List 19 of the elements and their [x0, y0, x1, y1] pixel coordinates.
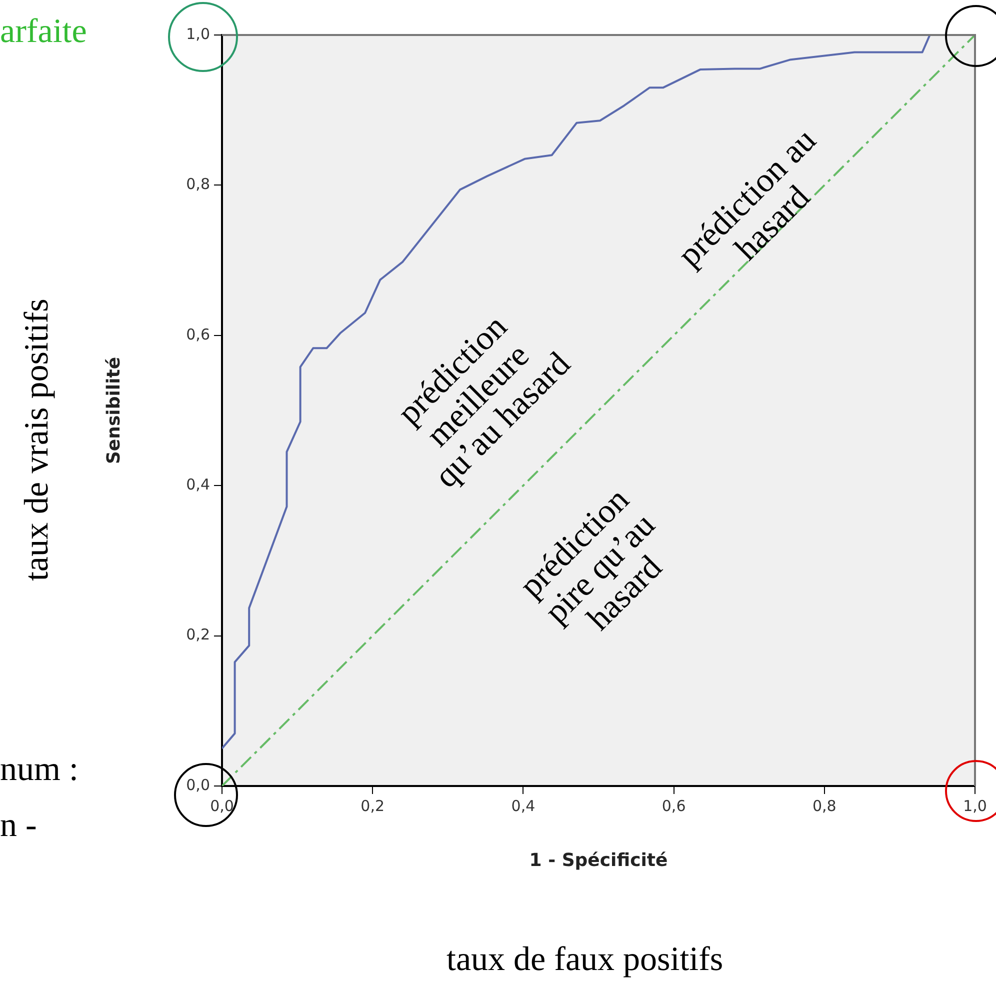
text: taux de vrais positifs	[18, 298, 56, 582]
text: arfaite	[0, 13, 87, 50]
y-tick-label: 0,8	[186, 175, 210, 194]
y-tick-label: 0,0	[186, 776, 210, 794]
y-tick-label: 0,6	[186, 325, 210, 344]
text: n -	[0, 807, 37, 844]
x-tick-label: 0,4	[511, 796, 536, 815]
text: taux de faux positifs	[446, 941, 724, 978]
y-tick-label: 0,4	[186, 475, 210, 494]
y-tick-label: 0,2	[186, 626, 210, 644]
y-tick-label: 1,0	[186, 24, 210, 43]
x-tick-label: 0,2	[360, 796, 385, 815]
text: num :	[0, 751, 78, 788]
y-axis-title: Sensibilité	[103, 356, 124, 464]
x-tick-label: 0,8	[812, 796, 836, 815]
x-tick-label: 1,0	[963, 796, 987, 815]
x-tick-label: 0,6	[662, 796, 686, 815]
x-tick-label: 0,0	[210, 796, 234, 815]
x-axis-title: 1 - Spécificité	[529, 850, 668, 871]
